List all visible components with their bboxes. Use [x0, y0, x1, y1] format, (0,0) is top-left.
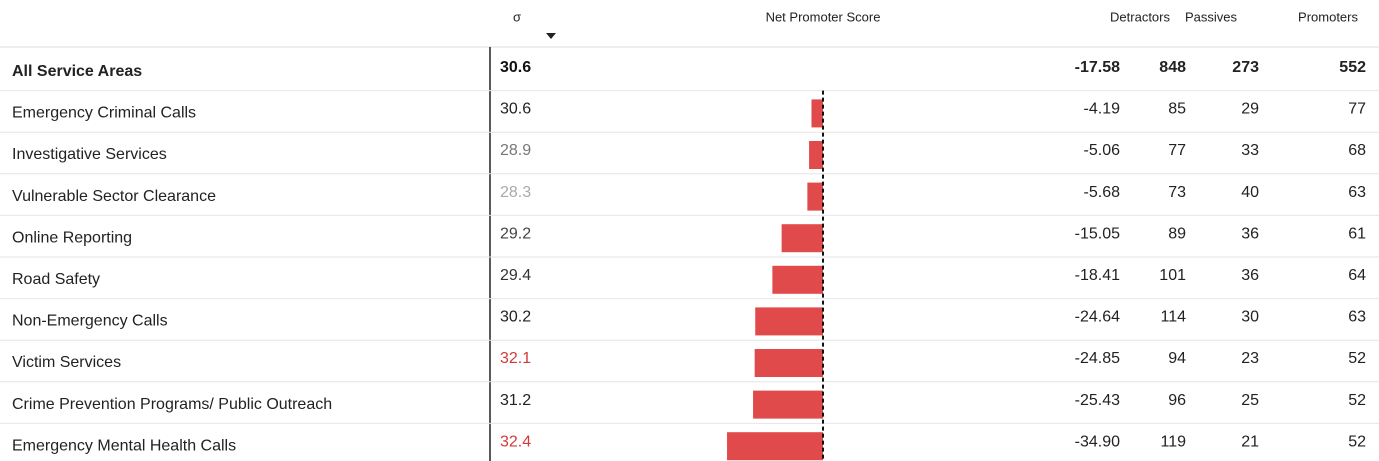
area-label: Emergency Mental Health Calls	[12, 437, 236, 454]
header-promoters: Promoters	[1298, 9, 1358, 24]
sigma-value: 28.9	[500, 142, 531, 159]
detractors-value: 114	[1160, 309, 1186, 326]
detractors-value: 119	[1160, 433, 1186, 450]
area-label: Crime Prevention Programs/ Public Outrea…	[12, 396, 332, 413]
header-detractors: Detractors	[1110, 9, 1170, 24]
passives-value: 30	[1241, 309, 1259, 326]
promoters-value: 61	[1348, 225, 1366, 242]
nps-value: -18.41	[1075, 267, 1120, 284]
detractors-value: 77	[1168, 142, 1186, 159]
nps-bar	[727, 432, 823, 461]
passives-value: 33	[1241, 142, 1259, 159]
promoters-value: 52	[1348, 350, 1366, 367]
area-label: Non-Emergency Calls	[12, 313, 168, 330]
nps-value: -15.05	[1075, 225, 1120, 242]
nps-bar	[809, 141, 823, 169]
detractors-value: 89	[1168, 225, 1186, 242]
nps-value: -25.43	[1075, 392, 1120, 409]
nps-bar	[755, 307, 823, 336]
sigma-value: 32.4	[500, 433, 531, 450]
area-label: Road Safety	[12, 271, 100, 288]
sort-indicator	[546, 33, 556, 39]
nps-bar	[807, 182, 823, 211]
promoters-value: 77	[1348, 101, 1366, 118]
header-passives: Passives	[1185, 9, 1238, 24]
passives-value: 273	[1232, 59, 1259, 76]
nps-bar	[772, 265, 823, 294]
nps-bar	[753, 390, 823, 419]
promoters-value: 552	[1339, 59, 1366, 76]
area-label: Victim Services	[12, 354, 121, 371]
sigma-value: 32.1	[500, 350, 531, 367]
promoters-value: 63	[1348, 309, 1366, 326]
passives-value: 25	[1241, 392, 1259, 409]
sigma-value: 29.4	[500, 267, 531, 284]
nps-bar	[811, 99, 823, 128]
detractors-value: 848	[1159, 59, 1186, 76]
nps-value: -4.19	[1084, 101, 1121, 118]
sigma-value: 30.6	[500, 101, 531, 118]
header-nps: Net Promoter Score	[766, 9, 881, 24]
sigma-value: 28.3	[500, 184, 531, 201]
passives-value: 36	[1241, 225, 1259, 242]
nps-value: -24.64	[1075, 309, 1120, 326]
passives-value: 36	[1241, 267, 1259, 284]
area-label: All Service Areas	[12, 63, 142, 80]
sigma-value: 31.2	[500, 392, 531, 409]
promoters-value: 63	[1348, 184, 1366, 201]
area-label: Investigative Services	[12, 146, 167, 163]
area-label: Vulnerable Sector Clearance	[12, 188, 216, 205]
promoters-value: 64	[1348, 267, 1366, 284]
detractors-value: 85	[1168, 101, 1186, 118]
detractors-value: 94	[1168, 350, 1186, 367]
passives-value: 21	[1241, 433, 1259, 450]
nps-value: -24.85	[1075, 350, 1120, 367]
detractors-value: 101	[1159, 267, 1186, 284]
promoters-value: 68	[1348, 142, 1366, 159]
nps-value: -34.90	[1075, 433, 1120, 450]
promoters-value: 52	[1348, 433, 1366, 450]
detractors-value: 73	[1168, 184, 1186, 201]
nps-bar	[754, 349, 823, 377]
passives-value: 29	[1241, 101, 1259, 118]
area-label: Online Reporting	[12, 229, 132, 246]
detractors-value: 96	[1168, 392, 1186, 409]
promoters-value: 52	[1348, 392, 1366, 409]
header-sigma: σ	[513, 9, 521, 24]
sigma-value: 30.2	[500, 309, 531, 326]
nps-value: -17.58	[1075, 59, 1120, 76]
nps-value: -5.06	[1084, 142, 1121, 159]
nps-bar	[781, 224, 823, 253]
passives-value: 23	[1241, 350, 1259, 367]
sigma-value: 30.6	[500, 59, 531, 76]
sigma-value: 29.2	[500, 225, 531, 242]
passives-value: 40	[1241, 184, 1259, 201]
area-label: Emergency Criminal Calls	[12, 105, 196, 122]
nps-value: -5.68	[1084, 184, 1121, 201]
